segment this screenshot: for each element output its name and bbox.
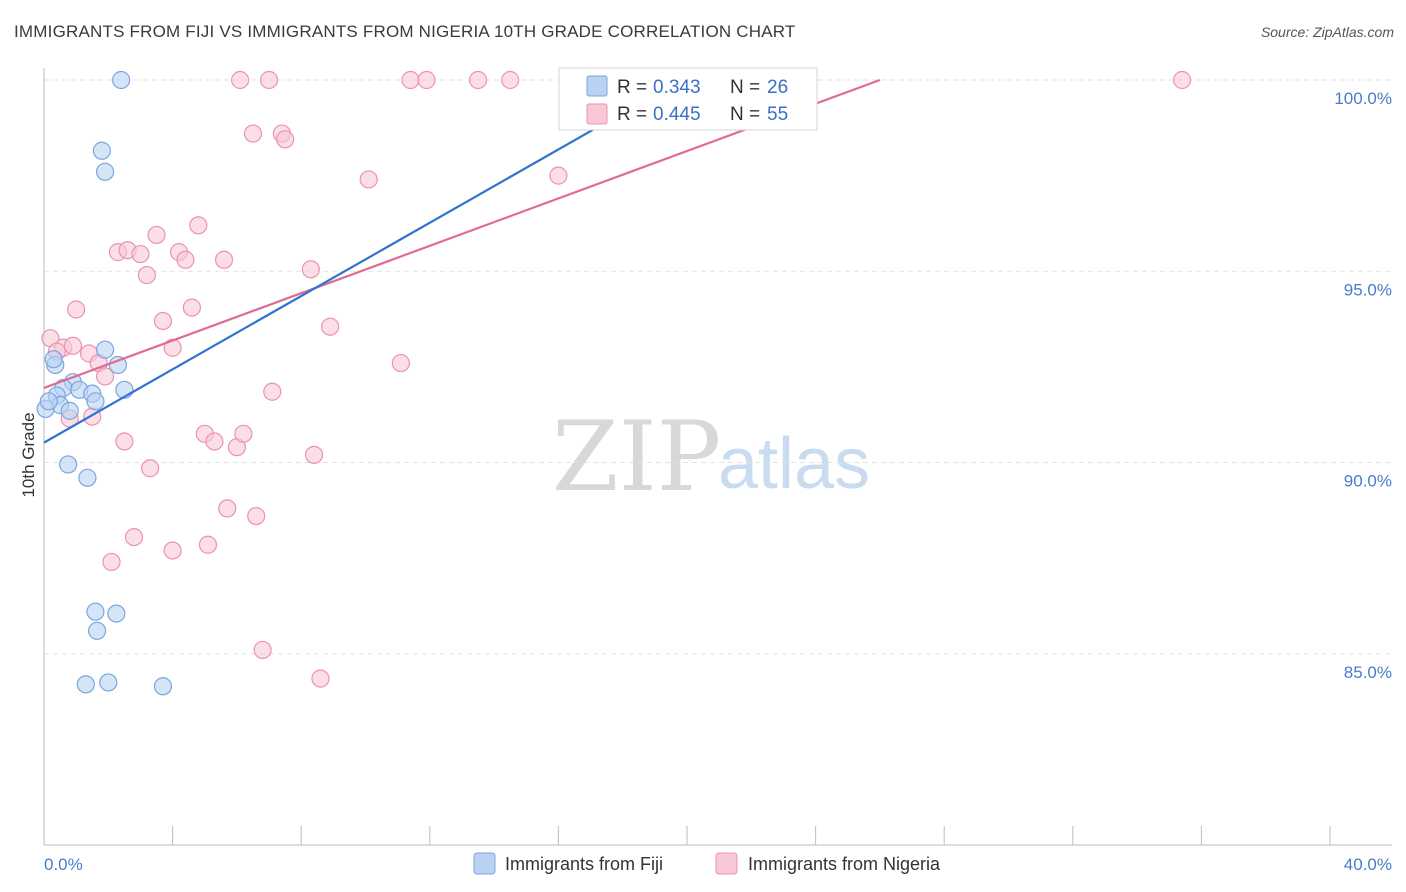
point-nigeria-3 [417,70,436,90]
gridlines [44,79,1392,655]
y-tick-label-1: 95.0% [1344,280,1392,299]
point-nigeria-41 [205,432,224,451]
legend-fiji-swatch [586,75,608,97]
watermark-atlas: atlas [718,424,870,504]
point-fiji-2 [95,162,115,181]
point-nigeria-54 [63,336,83,355]
point-nigeria-13 [549,166,568,185]
point-nigeria-44 [140,459,160,478]
watermark-zip: ZIP [552,401,721,513]
x-tick-label-max: 40.0% [1344,855,1392,874]
point-nigeria-36 [263,382,282,401]
point-fiji-17 [59,455,78,474]
point-nigeria-1 [259,70,279,90]
point-nigeria-48 [124,527,144,547]
point-nigeria-52 [253,640,272,660]
axes [43,68,1392,846]
point-fiji-4 [95,340,115,359]
point-fiji-19 [86,602,105,621]
point-nigeria-39 [115,432,134,451]
point-fiji-0 [112,70,131,90]
point-fiji-12 [86,392,105,411]
point-nigeria-0 [231,70,250,90]
point-nigeria-12 [359,170,378,189]
bottom-legend: Immigrants from Fiji Immigrants from Nig… [473,852,941,875]
legend-box: R = 0.343 N = 26 R = 0.445 N = 55 [558,67,818,131]
y-tick-label-0: 100.0% [1334,89,1392,108]
bottom-legend-nigeria-label: Immigrants from Nigeria [748,854,941,874]
trend-line-nigeria [43,78,881,389]
point-nigeria-22 [137,265,156,285]
point-fiji-22 [76,675,95,694]
point-nigeria-18 [131,244,150,264]
point-fiji-25 [39,392,58,411]
legend-nigeria-r-label: R = [617,104,647,125]
point-nigeria-35 [95,367,115,386]
source-credit: Source: ZipAtlas.com [1260,24,1394,40]
legend-fiji-n-value: 26 [767,77,788,98]
point-fiji-1 [92,141,111,160]
point-nigeria-26 [153,311,173,331]
point-nigeria-32 [163,338,182,357]
chart-title: IMMIGRANTS FROM FIJI VS IMMIGRANTS FROM … [14,22,796,41]
point-fiji-15 [60,401,79,420]
point-nigeria-4 [468,70,488,90]
point-nigeria-8 [1173,70,1192,90]
point-nigeria-11 [276,130,295,149]
legend-nigeria-swatch [586,103,608,125]
legend-nigeria-n-value: 55 [767,104,788,125]
series-nigeria-points [41,70,1192,688]
point-fiji-20 [107,604,126,623]
point-fiji-21 [87,621,107,640]
x-tick-marks [172,826,1331,845]
point-nigeria-45 [304,445,324,464]
legend-fiji-r-value: 0.343 [653,77,701,98]
point-fiji-6 [44,350,63,369]
point-nigeria-5 [501,70,520,90]
point-nigeria-43 [234,424,253,443]
point-nigeria-50 [163,541,182,560]
point-nigeria-9 [243,124,263,143]
point-nigeria-21 [214,250,234,269]
point-nigeria-53 [311,669,330,688]
point-nigeria-2 [401,70,420,90]
trend-lines [43,75,881,444]
bottom-legend-fiji-label: Immigrants from Fiji [505,854,663,874]
y-tick-labels: 100.0% 95.0% 90.0% 85.0% [1334,89,1392,682]
legend-nigeria-r-value: 0.445 [653,104,701,125]
point-nigeria-27 [321,317,340,336]
x-tick-label-min: 0.0% [44,855,83,874]
y-tick-label-3: 85.0% [1344,663,1392,682]
y-axis-label: 10th Grade [19,412,38,497]
point-nigeria-46 [218,499,237,518]
bottom-legend-nigeria-swatch [715,852,738,875]
point-nigeria-25 [182,298,201,317]
y-tick-label-2: 90.0% [1344,472,1392,491]
point-nigeria-34 [391,353,410,373]
point-fiji-23 [99,673,118,692]
point-nigeria-15 [147,225,166,245]
series-fiji-points [36,70,173,696]
trend-line-fiji [43,75,688,444]
legend-nigeria-n-label: N = [730,104,760,125]
point-fiji-24 [153,677,173,696]
bottom-legend-fiji-swatch [473,852,496,875]
legend-fiji-r-label: R = [617,77,647,98]
point-nigeria-47 [247,506,266,526]
point-fiji-18 [78,468,97,487]
point-nigeria-24 [67,300,86,319]
legend-fiji-n-label: N = [730,77,760,98]
point-nigeria-49 [198,535,218,554]
point-nigeria-20 [176,250,195,269]
point-nigeria-23 [301,260,320,279]
point-nigeria-51 [102,552,121,572]
point-nigeria-14 [189,216,208,235]
